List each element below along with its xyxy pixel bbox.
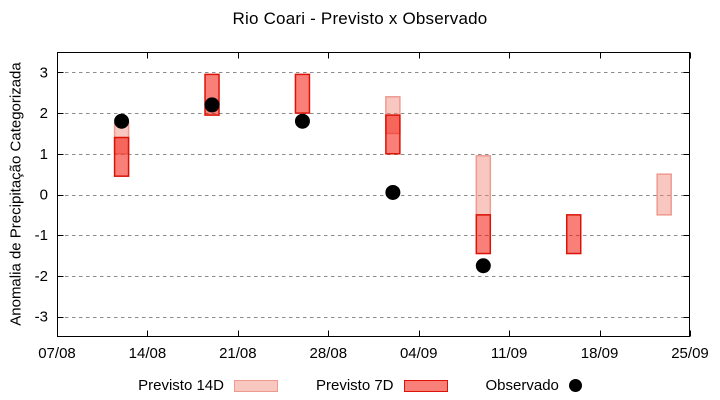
observado-dot-swatch [568, 379, 582, 392]
legend-label-observado: Observado [485, 377, 559, 394]
y-tick-label: 3 [40, 64, 48, 81]
legend-label-previsto-7d: Previsto 7D [315, 377, 394, 394]
x-tick-label: 14/08 [129, 345, 167, 362]
x-tick-label: 25/09 [671, 345, 709, 362]
observado-point-1 [204, 97, 220, 113]
legend-item-observado: Observado [486, 377, 582, 394]
plot-border [57, 52, 690, 337]
previsto7-bar-0 [113, 136, 130, 177]
y-tick-label: 1 [40, 146, 48, 163]
observado-point-3 [385, 184, 401, 200]
y-tick-label: -3 [35, 309, 48, 326]
x-tick-label: 04/09 [400, 345, 438, 362]
previsto7-bar-4 [475, 214, 492, 255]
x-tick-label: 07/08 [38, 345, 76, 362]
legend: Previsto 14D Previsto 7D Observado [0, 377, 720, 394]
chart-title: Rio Coari - Previsto x Observado [232, 9, 488, 28]
observado-point-0 [114, 113, 130, 129]
previsto7-bar-2 [294, 73, 311, 114]
y-tick-label: 0 [40, 187, 48, 204]
previsto14-bar-4 [475, 155, 492, 216]
legend-item-previsto-7d: Previsto 7D [316, 377, 448, 394]
observado-point-2 [294, 113, 310, 129]
observado-point-4 [475, 258, 491, 274]
previsto-7d-swatch [403, 379, 448, 392]
y-tick-label: 2 [40, 105, 48, 122]
legend-item-previsto-14d: Previsto 14D [138, 377, 278, 394]
previsto7-bar-3 [385, 114, 401, 155]
previsto14-bar-6 [656, 173, 672, 216]
x-tick-label: 21/08 [219, 345, 257, 362]
x-tick-label: 28/08 [310, 345, 348, 362]
previsto-14d-swatch [233, 379, 278, 392]
legend-label-previsto-14d: Previsto 14D [138, 377, 224, 394]
previsto7-bar-5 [565, 214, 582, 255]
x-tick-label: 11/09 [491, 345, 527, 362]
x-tick-label: 18/09 [581, 345, 619, 362]
y-tick-label: -1 [35, 227, 48, 244]
y-tick-label: -2 [35, 268, 48, 285]
